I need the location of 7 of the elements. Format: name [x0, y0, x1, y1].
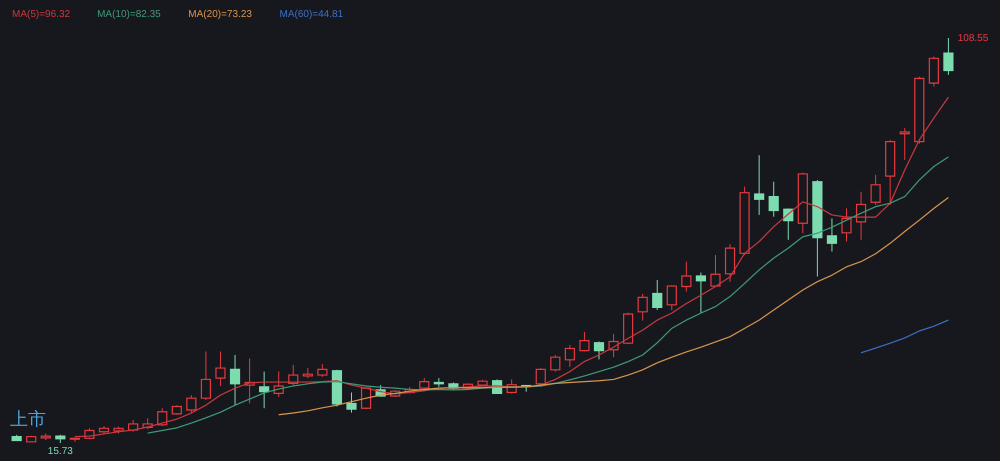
- text: MA(10)=82.35: [97, 9, 162, 20]
- text: MA(60)=44.81: [280, 9, 344, 20]
- text: 108.55: [958, 33, 989, 44]
- annotation: 上市: [10, 409, 46, 429]
- text: 15.73: [48, 446, 74, 457]
- text: MA(5)=96.32: [12, 9, 71, 20]
- text: MA(20)=73.23: [188, 9, 252, 20]
